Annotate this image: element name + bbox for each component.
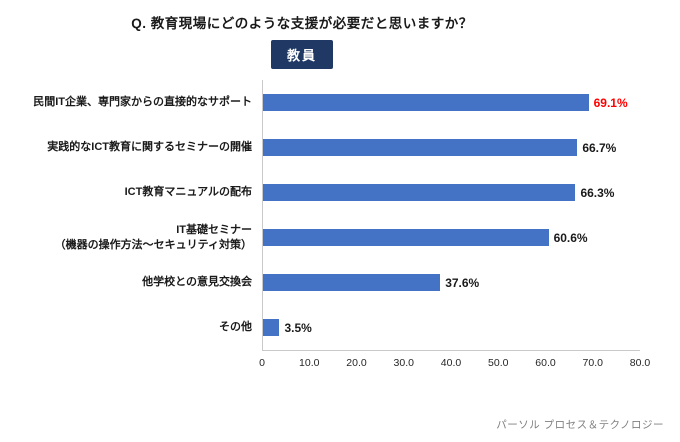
badge-container: 教員 bbox=[12, 40, 592, 69]
category-label: 民間IT企業、専門家からの直接的なサポート bbox=[33, 96, 252, 109]
bar-track: 60.6% bbox=[262, 215, 640, 260]
x-tick: 50.0 bbox=[488, 357, 509, 369]
category-label: その他 bbox=[219, 321, 252, 334]
bar bbox=[263, 274, 441, 291]
bar bbox=[263, 94, 589, 111]
chart-row: その他 3.5% bbox=[12, 305, 640, 350]
bar-track: 66.7% bbox=[262, 125, 640, 170]
bar bbox=[263, 229, 549, 246]
bar-track: 66.3% bbox=[262, 170, 640, 215]
chart-row: 他学校との意見交換会 37.6% bbox=[12, 260, 640, 305]
source-credit: パーソル プロセス＆テクノロジー bbox=[496, 419, 664, 431]
x-axis: 0 10.0 20.0 30.0 40.0 50.0 60.0 70.0 80.… bbox=[12, 350, 650, 374]
x-tick: 10.0 bbox=[299, 357, 320, 369]
chart-row: IT基礎セミナー （機器の操作方法～セキュリティ対策） 60.6% bbox=[12, 215, 640, 260]
category-label: IT基礎セミナー （機器の操作方法～セキュリティ対策） bbox=[54, 224, 252, 251]
category-label: 実践的なICT教育に関するセミナーの開催 bbox=[47, 141, 252, 154]
category-label: ICT教育マニュアルの配布 bbox=[124, 186, 252, 199]
chart-row: 実践的なICT教育に関するセミナーの開催 66.7% bbox=[12, 125, 640, 170]
bar-track: 69.1% bbox=[262, 80, 640, 125]
value-label: 60.6% bbox=[553, 230, 588, 245]
x-tick: 0 bbox=[259, 357, 265, 369]
axis-spacer bbox=[12, 350, 262, 374]
x-tick: 80.0 bbox=[629, 357, 651, 369]
x-tick: 70.0 bbox=[582, 357, 603, 369]
value-label: 66.3% bbox=[580, 185, 615, 200]
value-label: 37.6% bbox=[445, 275, 480, 290]
bar-track: 3.5% bbox=[262, 305, 640, 350]
x-tick: 20.0 bbox=[346, 357, 367, 369]
x-tick: 30.0 bbox=[393, 357, 414, 369]
axis-line: 0 10.0 20.0 30.0 40.0 50.0 60.0 70.0 80.… bbox=[259, 350, 650, 374]
x-tick: 40.0 bbox=[440, 357, 462, 369]
bar-track: 37.6% bbox=[262, 260, 640, 305]
value-label: 69.1% bbox=[593, 95, 628, 110]
bar bbox=[263, 139, 578, 156]
chart-row: 民間IT企業、専門家からの直接的なサポート 69.1% bbox=[12, 80, 640, 125]
x-tick: 60.0 bbox=[535, 357, 556, 369]
category-label: 他学校との意見交換会 bbox=[142, 276, 252, 289]
bar-chart: 民間IT企業、専門家からの直接的なサポート 69.1% 実践的なICT教育に関す… bbox=[12, 80, 650, 374]
chart-row: ICT教育マニュアルの配布 66.3% bbox=[12, 170, 640, 215]
bar bbox=[263, 184, 576, 201]
value-label: 66.7% bbox=[582, 140, 617, 155]
bar bbox=[263, 319, 280, 336]
group-badge: 教員 bbox=[270, 40, 333, 69]
value-label: 3.5% bbox=[284, 320, 312, 335]
chart-title: Q. 教育現場にどのような支援が必要だと思いますか？ bbox=[131, 16, 473, 31]
